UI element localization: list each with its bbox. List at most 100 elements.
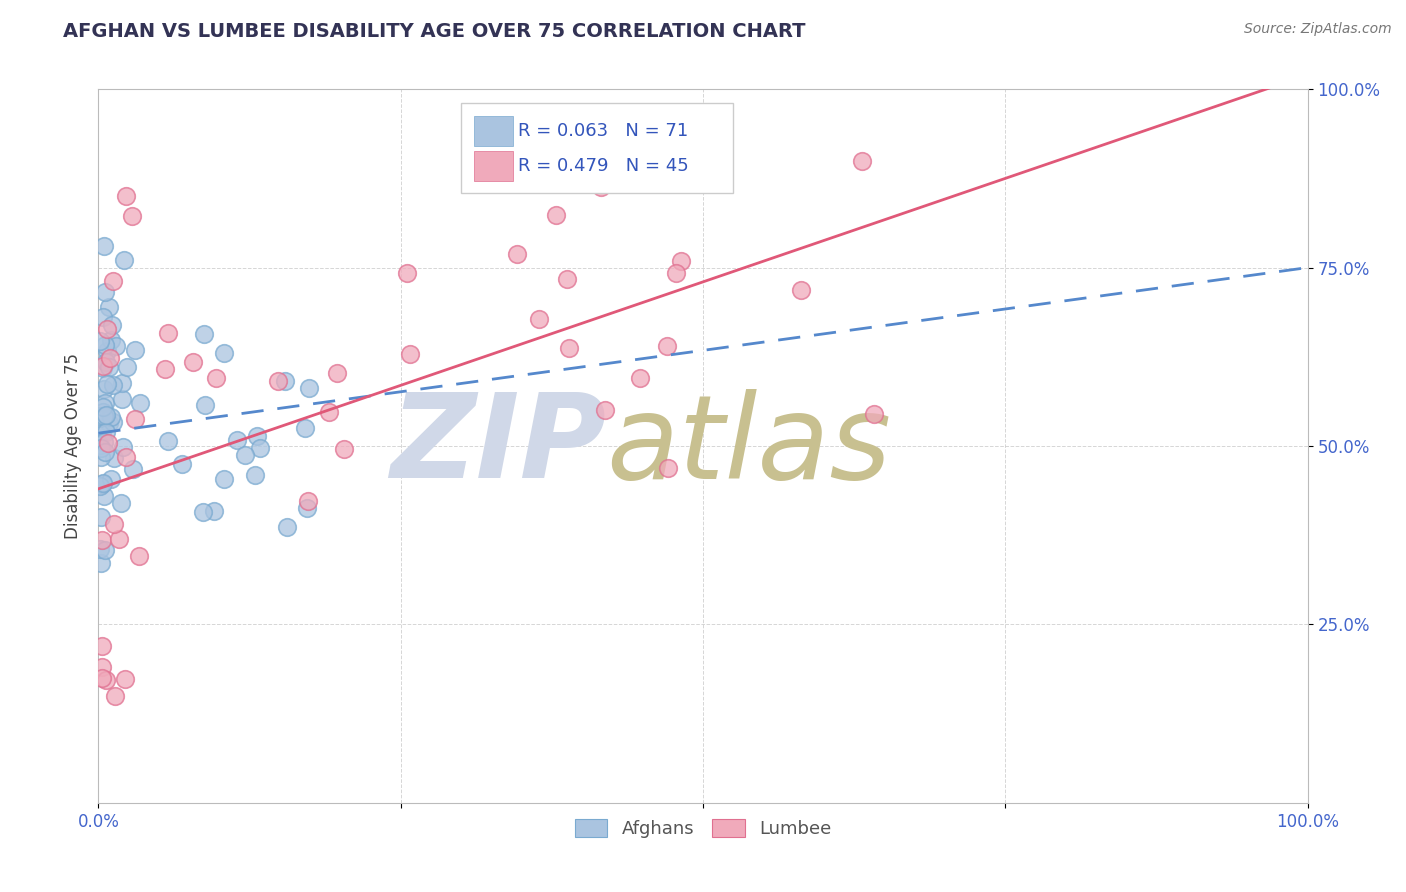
- Point: [94, 396, 117, 410]
- Point: [395, 266, 418, 280]
- Point: [105, 339, 128, 353]
- Point: [665, 266, 688, 280]
- Point: [104, 689, 127, 703]
- Point: [226, 433, 249, 447]
- Point: [191, 505, 214, 519]
- Point: [93, 445, 115, 459]
- Point: [115, 189, 138, 203]
- Point: [91, 671, 114, 685]
- Point: [276, 520, 298, 534]
- Point: [266, 375, 288, 389]
- Point: [544, 208, 567, 222]
- Point: [101, 274, 124, 288]
- Point: [90, 556, 112, 570]
- Point: [91, 400, 114, 414]
- Point: [671, 253, 693, 268]
- Point: [325, 366, 347, 380]
- Point: [93, 489, 115, 503]
- Point: [98, 417, 121, 431]
- Point: [294, 421, 316, 435]
- Point: [103, 516, 125, 531]
- Point: [100, 409, 122, 424]
- Text: R = 0.479   N = 45: R = 0.479 N = 45: [517, 157, 689, 175]
- Point: [233, 448, 256, 462]
- Point: [114, 450, 136, 464]
- Text: ZIP: ZIP: [391, 389, 606, 503]
- Point: [91, 639, 114, 653]
- Point: [97, 360, 120, 375]
- Point: [100, 472, 122, 486]
- Point: [94, 355, 117, 369]
- Point: [399, 346, 422, 360]
- Point: [111, 376, 134, 390]
- Point: [96, 322, 118, 336]
- Point: [93, 359, 115, 374]
- FancyBboxPatch shape: [474, 116, 513, 145]
- Point: [243, 467, 266, 482]
- Point: [558, 341, 581, 355]
- Point: [94, 408, 117, 422]
- Point: [98, 351, 121, 365]
- Point: [628, 371, 651, 385]
- Point: [274, 374, 297, 388]
- Point: [110, 496, 132, 510]
- Point: [657, 461, 679, 475]
- Point: [249, 442, 271, 456]
- Point: [589, 179, 612, 194]
- Point: [91, 476, 114, 491]
- Point: [156, 326, 179, 341]
- Point: [94, 542, 117, 557]
- Legend: Afghans, Lumbee: Afghans, Lumbee: [568, 812, 838, 845]
- Text: atlas: atlas: [606, 389, 891, 503]
- Point: [93, 337, 115, 351]
- Point: [157, 434, 180, 449]
- Point: [94, 673, 117, 688]
- Point: [862, 407, 884, 421]
- Point: [90, 441, 112, 455]
- Point: [91, 660, 114, 674]
- Point: [172, 458, 194, 472]
- Point: [91, 310, 114, 325]
- Point: [181, 355, 204, 369]
- Point: [298, 381, 321, 395]
- Point: [91, 533, 114, 548]
- Point: [555, 272, 578, 286]
- Point: [101, 318, 124, 332]
- Text: R = 0.063   N = 71: R = 0.063 N = 71: [517, 121, 689, 139]
- Point: [96, 344, 118, 359]
- Point: [851, 153, 873, 168]
- Point: [122, 462, 145, 476]
- Point: [93, 409, 115, 423]
- Point: [89, 334, 111, 349]
- Point: [89, 410, 111, 425]
- Point: [657, 338, 679, 352]
- Point: [90, 450, 112, 465]
- Point: [89, 438, 111, 452]
- Point: [91, 405, 114, 419]
- Point: [212, 472, 235, 486]
- Point: [212, 345, 235, 359]
- Point: [93, 434, 115, 449]
- Point: [129, 396, 152, 410]
- Point: [117, 359, 139, 374]
- Point: [91, 477, 114, 491]
- Y-axis label: Disability Age Over 75: Disability Age Over 75: [63, 353, 82, 539]
- Point: [333, 442, 356, 456]
- Point: [101, 377, 124, 392]
- Point: [94, 285, 117, 299]
- Point: [103, 451, 125, 466]
- Point: [193, 327, 215, 342]
- Point: [111, 441, 134, 455]
- Point: [202, 504, 225, 518]
- Point: [124, 343, 146, 358]
- Point: [124, 412, 146, 426]
- Point: [93, 239, 115, 253]
- Point: [89, 541, 111, 556]
- Point: [529, 312, 551, 326]
- Point: [97, 435, 120, 450]
- Point: [101, 415, 124, 429]
- Point: [90, 426, 112, 441]
- Point: [90, 510, 112, 524]
- Point: [100, 333, 122, 347]
- Point: [91, 360, 114, 375]
